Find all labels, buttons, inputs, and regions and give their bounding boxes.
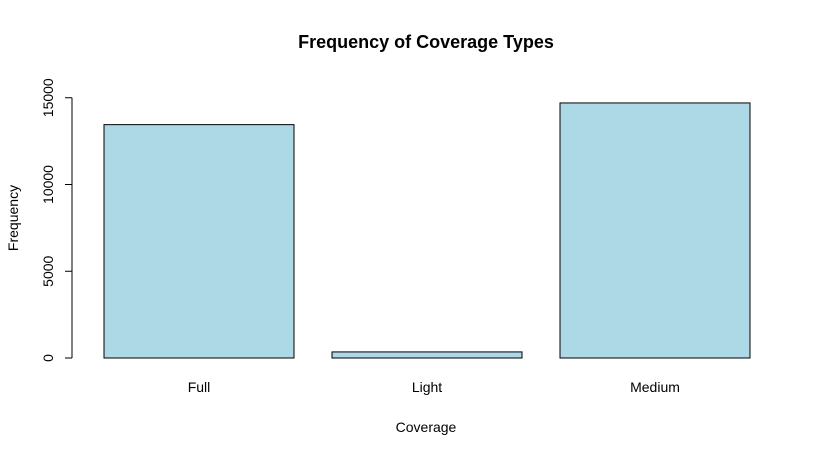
x-tick-label-full: Full [188, 379, 211, 395]
y-axis: 0 5000 10000 15000 [40, 78, 73, 362]
bar-light [331, 351, 523, 359]
y-axis-label: Frequency [5, 185, 21, 251]
chart-title: Frequency of Coverage Types [298, 32, 554, 52]
y-tick-label: 15000 [40, 78, 56, 117]
bar-full [103, 124, 295, 359]
y-tick-label: 0 [40, 354, 56, 362]
bar-medium [559, 102, 751, 359]
y-tick-label: 10000 [40, 165, 56, 204]
x-tick-label-light: Light [412, 379, 442, 395]
x-tick-label-medium: Medium [630, 379, 680, 395]
bars-group [103, 102, 751, 359]
x-axis-tick-labels: Full Light Medium [188, 379, 680, 395]
x-axis-label: Coverage [396, 419, 457, 435]
y-tick-label: 5000 [40, 255, 56, 286]
